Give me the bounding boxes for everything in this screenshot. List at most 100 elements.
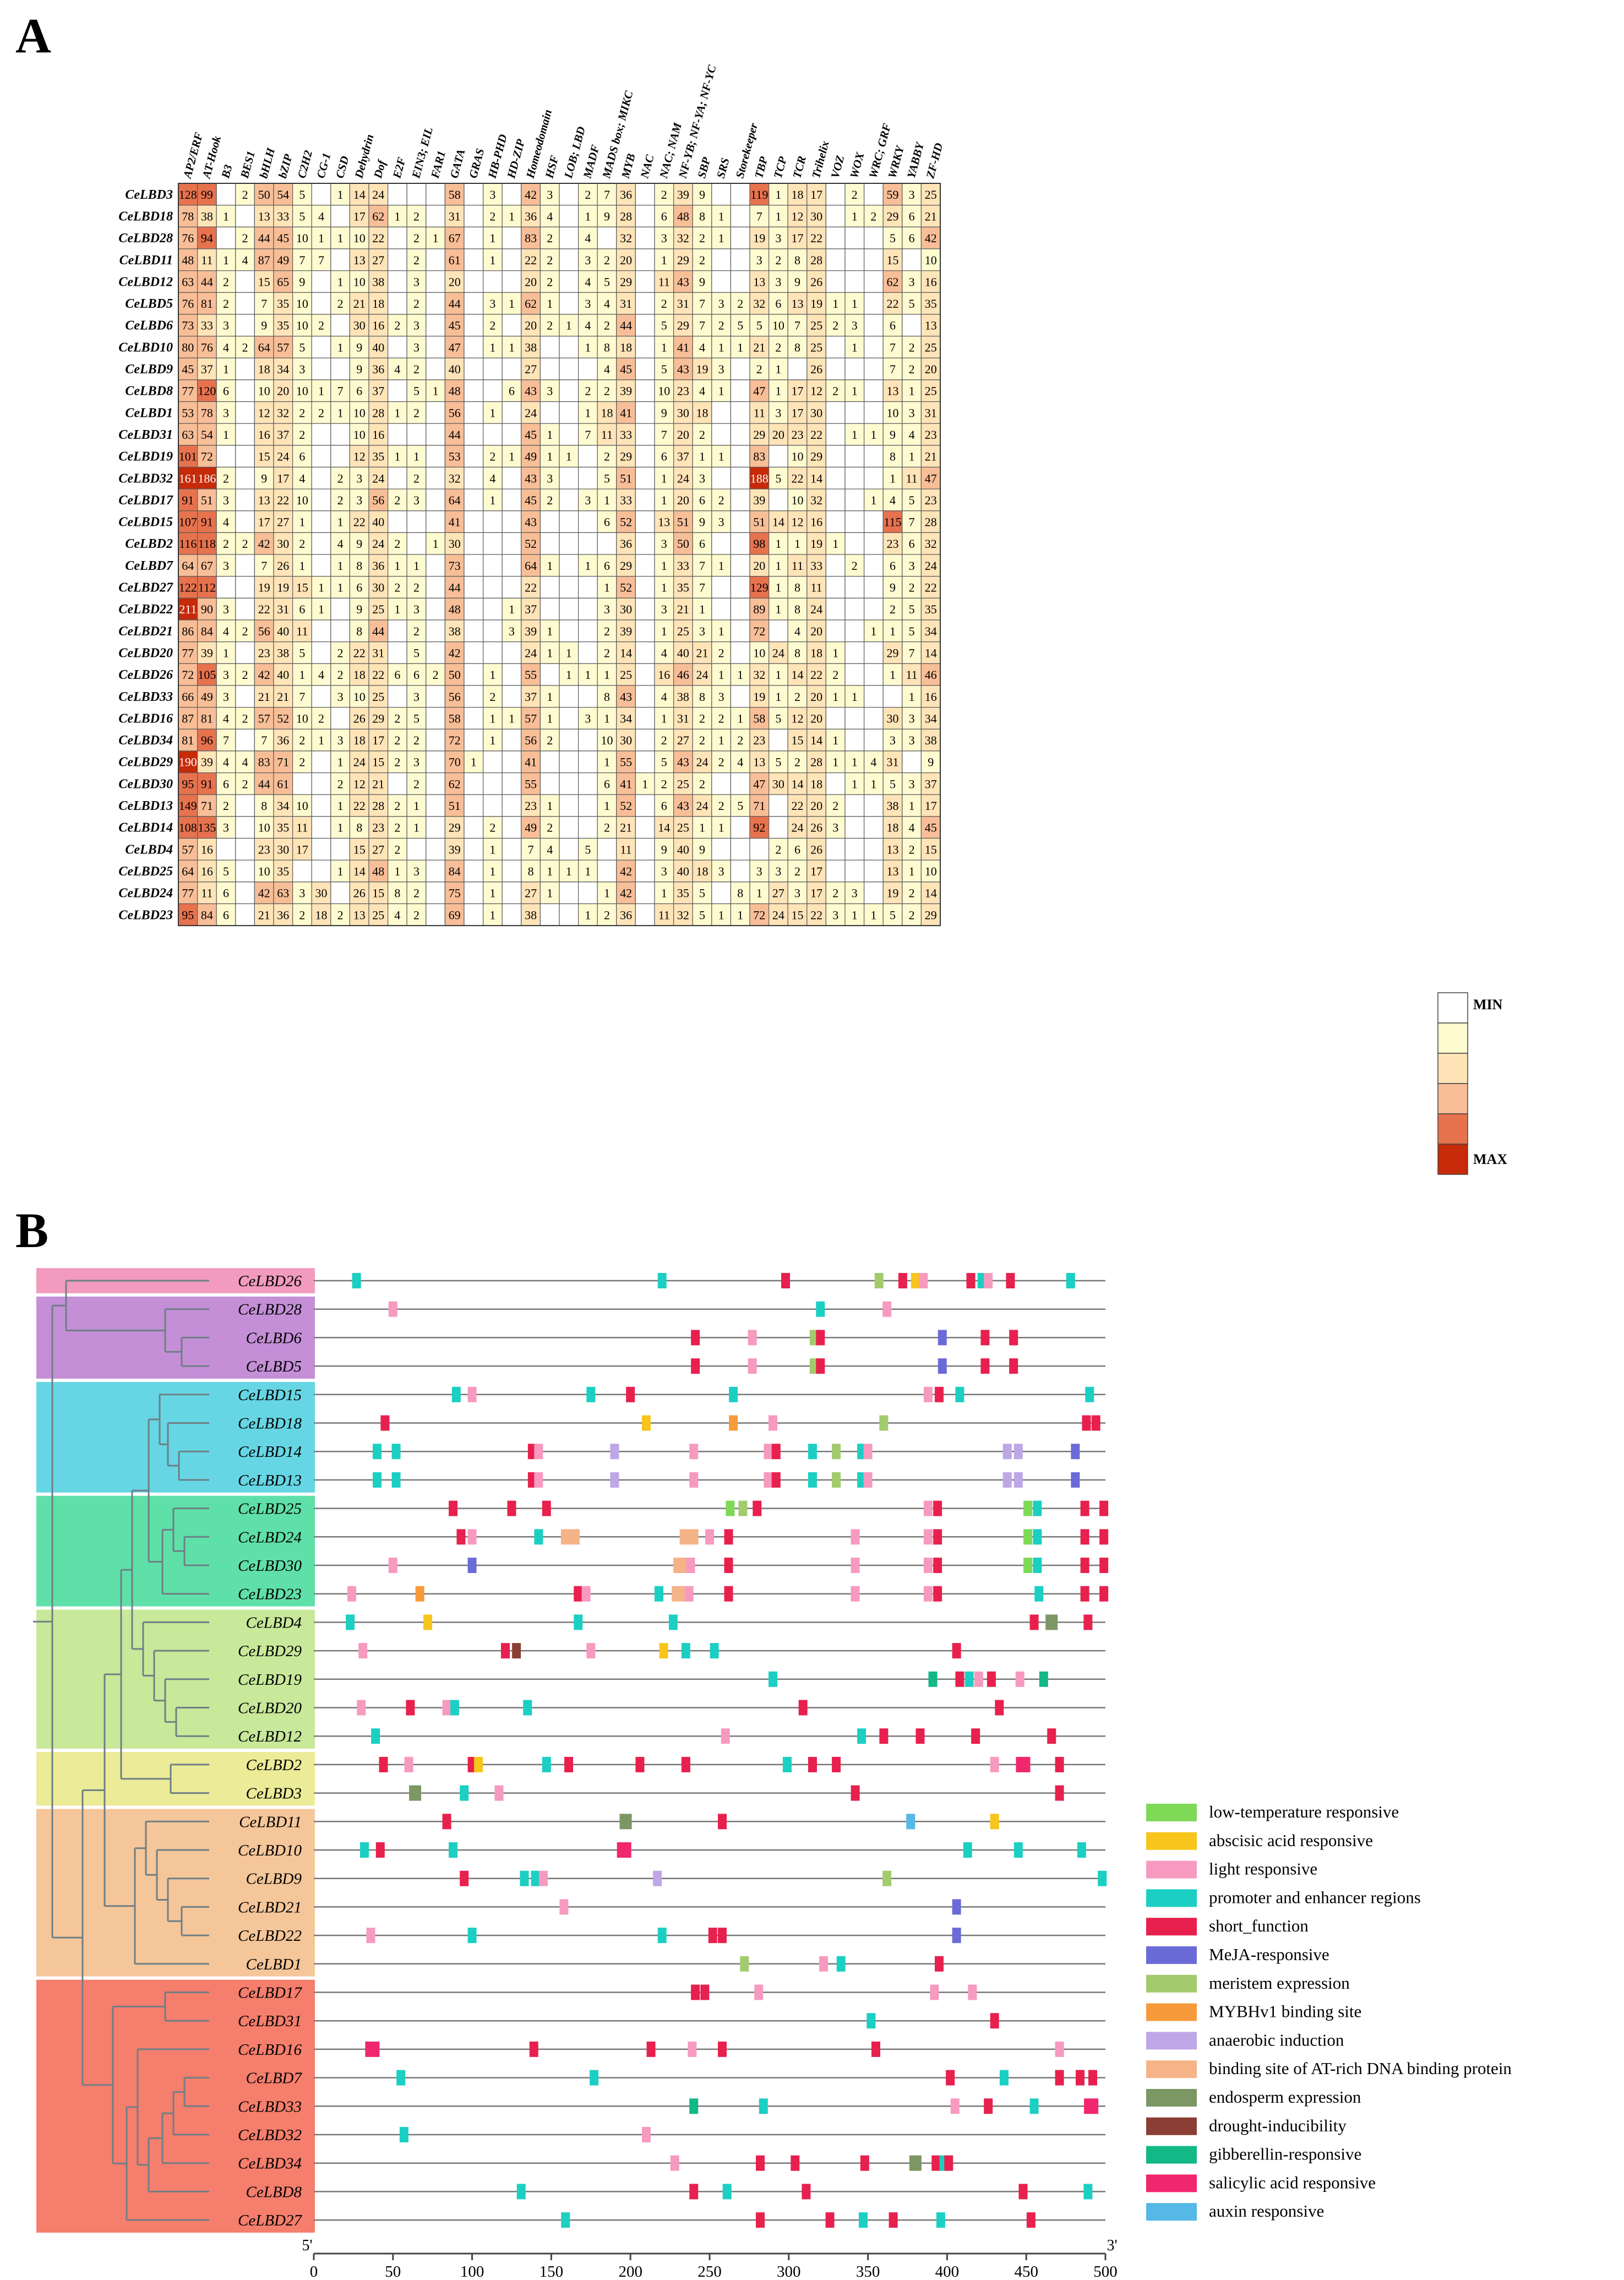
cell-value: 6 <box>604 559 610 573</box>
heat-cell <box>235 183 255 206</box>
heat-cell <box>539 597 560 621</box>
cell-value: 23 <box>925 493 937 507</box>
heat-cell <box>673 619 693 643</box>
cell-value: 2 <box>337 646 344 660</box>
cell-value: 10 <box>258 821 270 835</box>
heat-cell <box>806 619 827 643</box>
heat-cell <box>426 357 445 380</box>
cell-value: 5 <box>661 362 667 376</box>
heat-cell <box>235 685 255 708</box>
cell-value: 1 <box>642 777 648 791</box>
cell-value: 1 <box>832 646 838 660</box>
heat-cell <box>368 576 389 598</box>
cell-value: 2 <box>318 711 324 725</box>
cell-value: 6 <box>356 384 362 398</box>
heat-cell <box>311 292 331 315</box>
gene-label-celbd25: CeLBD25 <box>238 1500 302 1518</box>
cell-value: 9 <box>356 340 362 354</box>
heat-cell <box>216 270 236 293</box>
cell-value: 3 <box>718 297 724 311</box>
gene-label-celbd15: CeLBD15 <box>238 1386 302 1404</box>
heat-cell <box>844 728 865 752</box>
cell-value: 41 <box>620 406 632 420</box>
heat-cell <box>692 379 712 402</box>
heat-cell <box>482 576 503 598</box>
cell-value: 5 <box>699 886 705 900</box>
cell-value: 36 <box>620 537 632 551</box>
heat-cell <box>844 270 865 293</box>
heat-cell <box>426 641 445 664</box>
heat-cell <box>673 750 693 774</box>
cell-value: 39 <box>677 188 689 202</box>
heat-cell <box>387 226 407 249</box>
heat-cell <box>635 597 655 621</box>
heat-cell <box>482 772 503 795</box>
heat-cell <box>559 270 579 293</box>
cell-value: 6 <box>299 450 305 464</box>
element-meja-responsive <box>952 1928 961 1944</box>
element-promoter-and-enhancer-regions <box>460 1785 469 1801</box>
legend-swatch <box>1437 1144 1468 1175</box>
heat-cell <box>387 183 407 206</box>
heat-cell <box>730 837 750 861</box>
cell-value: 1 <box>394 602 400 616</box>
cell-value: 9 <box>661 842 667 856</box>
cell-value: 9 <box>356 537 362 551</box>
cell-value: 15 <box>372 755 384 769</box>
cell-value: 91 <box>201 515 213 529</box>
cell-value: 14 <box>792 668 804 682</box>
cell-value: 118 <box>198 537 216 551</box>
cell-value: 44 <box>620 319 632 333</box>
heat-cell <box>806 401 827 424</box>
heat-cell <box>521 401 541 424</box>
cell-value: 6 <box>223 384 229 398</box>
cell-value: 17 <box>792 231 804 245</box>
heat-cell <box>597 772 617 795</box>
cell-value: 1 <box>585 864 591 878</box>
cell-value: 1 <box>661 471 667 485</box>
heat-cell <box>635 619 655 643</box>
cell-value: 23 <box>925 428 937 442</box>
cell-value: 12 <box>258 406 270 420</box>
heat-cell <box>521 445 541 468</box>
cell-value: 3 <box>413 319 419 333</box>
cell-value: 28 <box>810 755 822 769</box>
cell-value: 2 <box>223 297 229 311</box>
heat-cell <box>387 881 407 905</box>
heat-cell <box>749 663 770 686</box>
cell-value: 20 <box>525 319 537 333</box>
heat-cell <box>711 816 732 839</box>
heat-cell <box>311 794 331 817</box>
cell-value: 39 <box>449 842 461 856</box>
heat-cell <box>330 270 350 293</box>
heat-cell <box>197 619 217 643</box>
cell-value: 30 <box>772 777 784 791</box>
cell-value: 72 <box>753 624 765 638</box>
element-short-function <box>724 1586 733 1602</box>
heat-cell <box>806 248 827 271</box>
cell-value: 13 <box>925 319 937 333</box>
row-label-celbd14: CeLBD14 <box>118 821 173 835</box>
cell-value: 2 <box>604 450 610 464</box>
heat-cell <box>825 292 846 315</box>
cell-value: 13 <box>753 275 765 289</box>
cell-value: 21 <box>258 908 270 922</box>
cell-value: 84 <box>449 864 461 878</box>
cell-value: 149 <box>179 799 197 813</box>
heat-cell <box>349 597 369 621</box>
cell-value: 9 <box>699 515 705 529</box>
cell-value: 55 <box>620 755 632 769</box>
heat-cell <box>539 401 560 424</box>
cell-value: 42 <box>258 668 270 682</box>
cell-value: 2 <box>737 733 743 747</box>
heat-cell <box>654 706 674 730</box>
cell-value: 1 <box>509 711 515 725</box>
heat-cell <box>902 226 922 249</box>
cell-value: 2 <box>604 908 610 922</box>
element-short-function <box>724 1558 733 1573</box>
heat-cell <box>635 554 655 577</box>
cell-value: 2 <box>337 908 344 922</box>
heat-cell <box>749 532 770 555</box>
cell-value: 24 <box>810 602 822 616</box>
cell-value: 2 <box>394 537 400 551</box>
